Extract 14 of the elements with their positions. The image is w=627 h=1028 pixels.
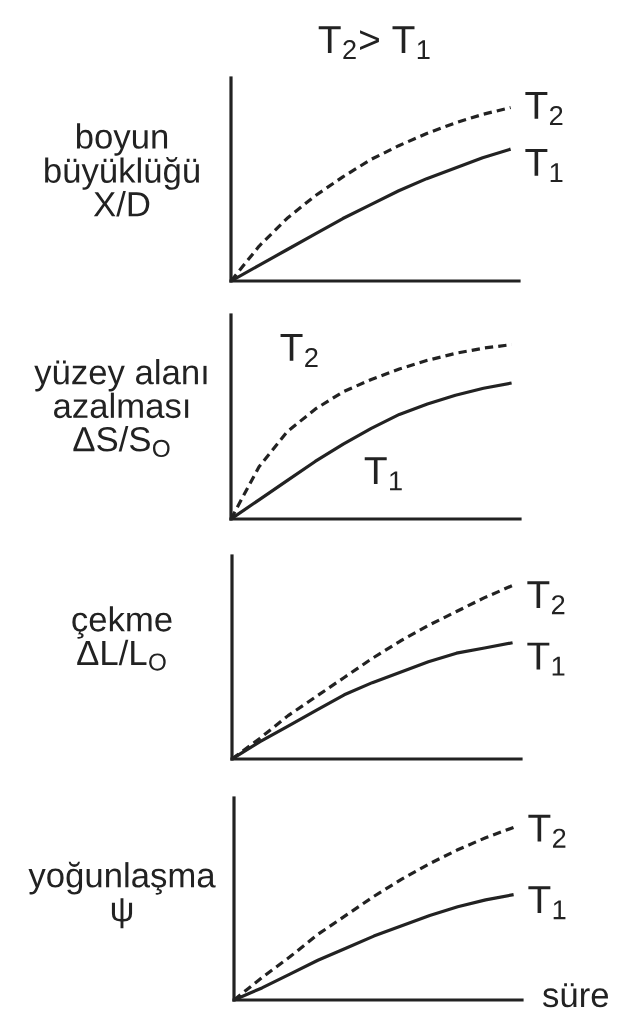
- series-label: T$_{1}$: [525, 149, 563, 182]
- y-axis-title: yüzey alanı azalması ΔS/S$_{O}$: [34, 359, 207, 457]
- x-axis-title: süre: [542, 983, 608, 1008]
- series-label: T$_{2}$: [528, 814, 566, 848]
- series-label: T$_{1}$: [364, 457, 402, 491]
- chart-title: T$_{2}$> T$_{1}$: [318, 26, 430, 60]
- y-axis-title: boyun büyüklüğü X/D: [45, 123, 199, 217]
- series-label: T$_{2}$: [525, 92, 563, 126]
- y-axis-title: yoğunlaşma ψ: [28, 861, 216, 929]
- series-label: T$_{2}$: [280, 334, 318, 367]
- y-axis-title: çekme ΔL/L$_{O}$: [72, 606, 172, 671]
- series-label: T$_{1}$: [527, 642, 565, 676]
- series-label: T$_{2}$: [527, 581, 565, 615]
- series-label: T$_{1}$: [528, 886, 566, 920]
